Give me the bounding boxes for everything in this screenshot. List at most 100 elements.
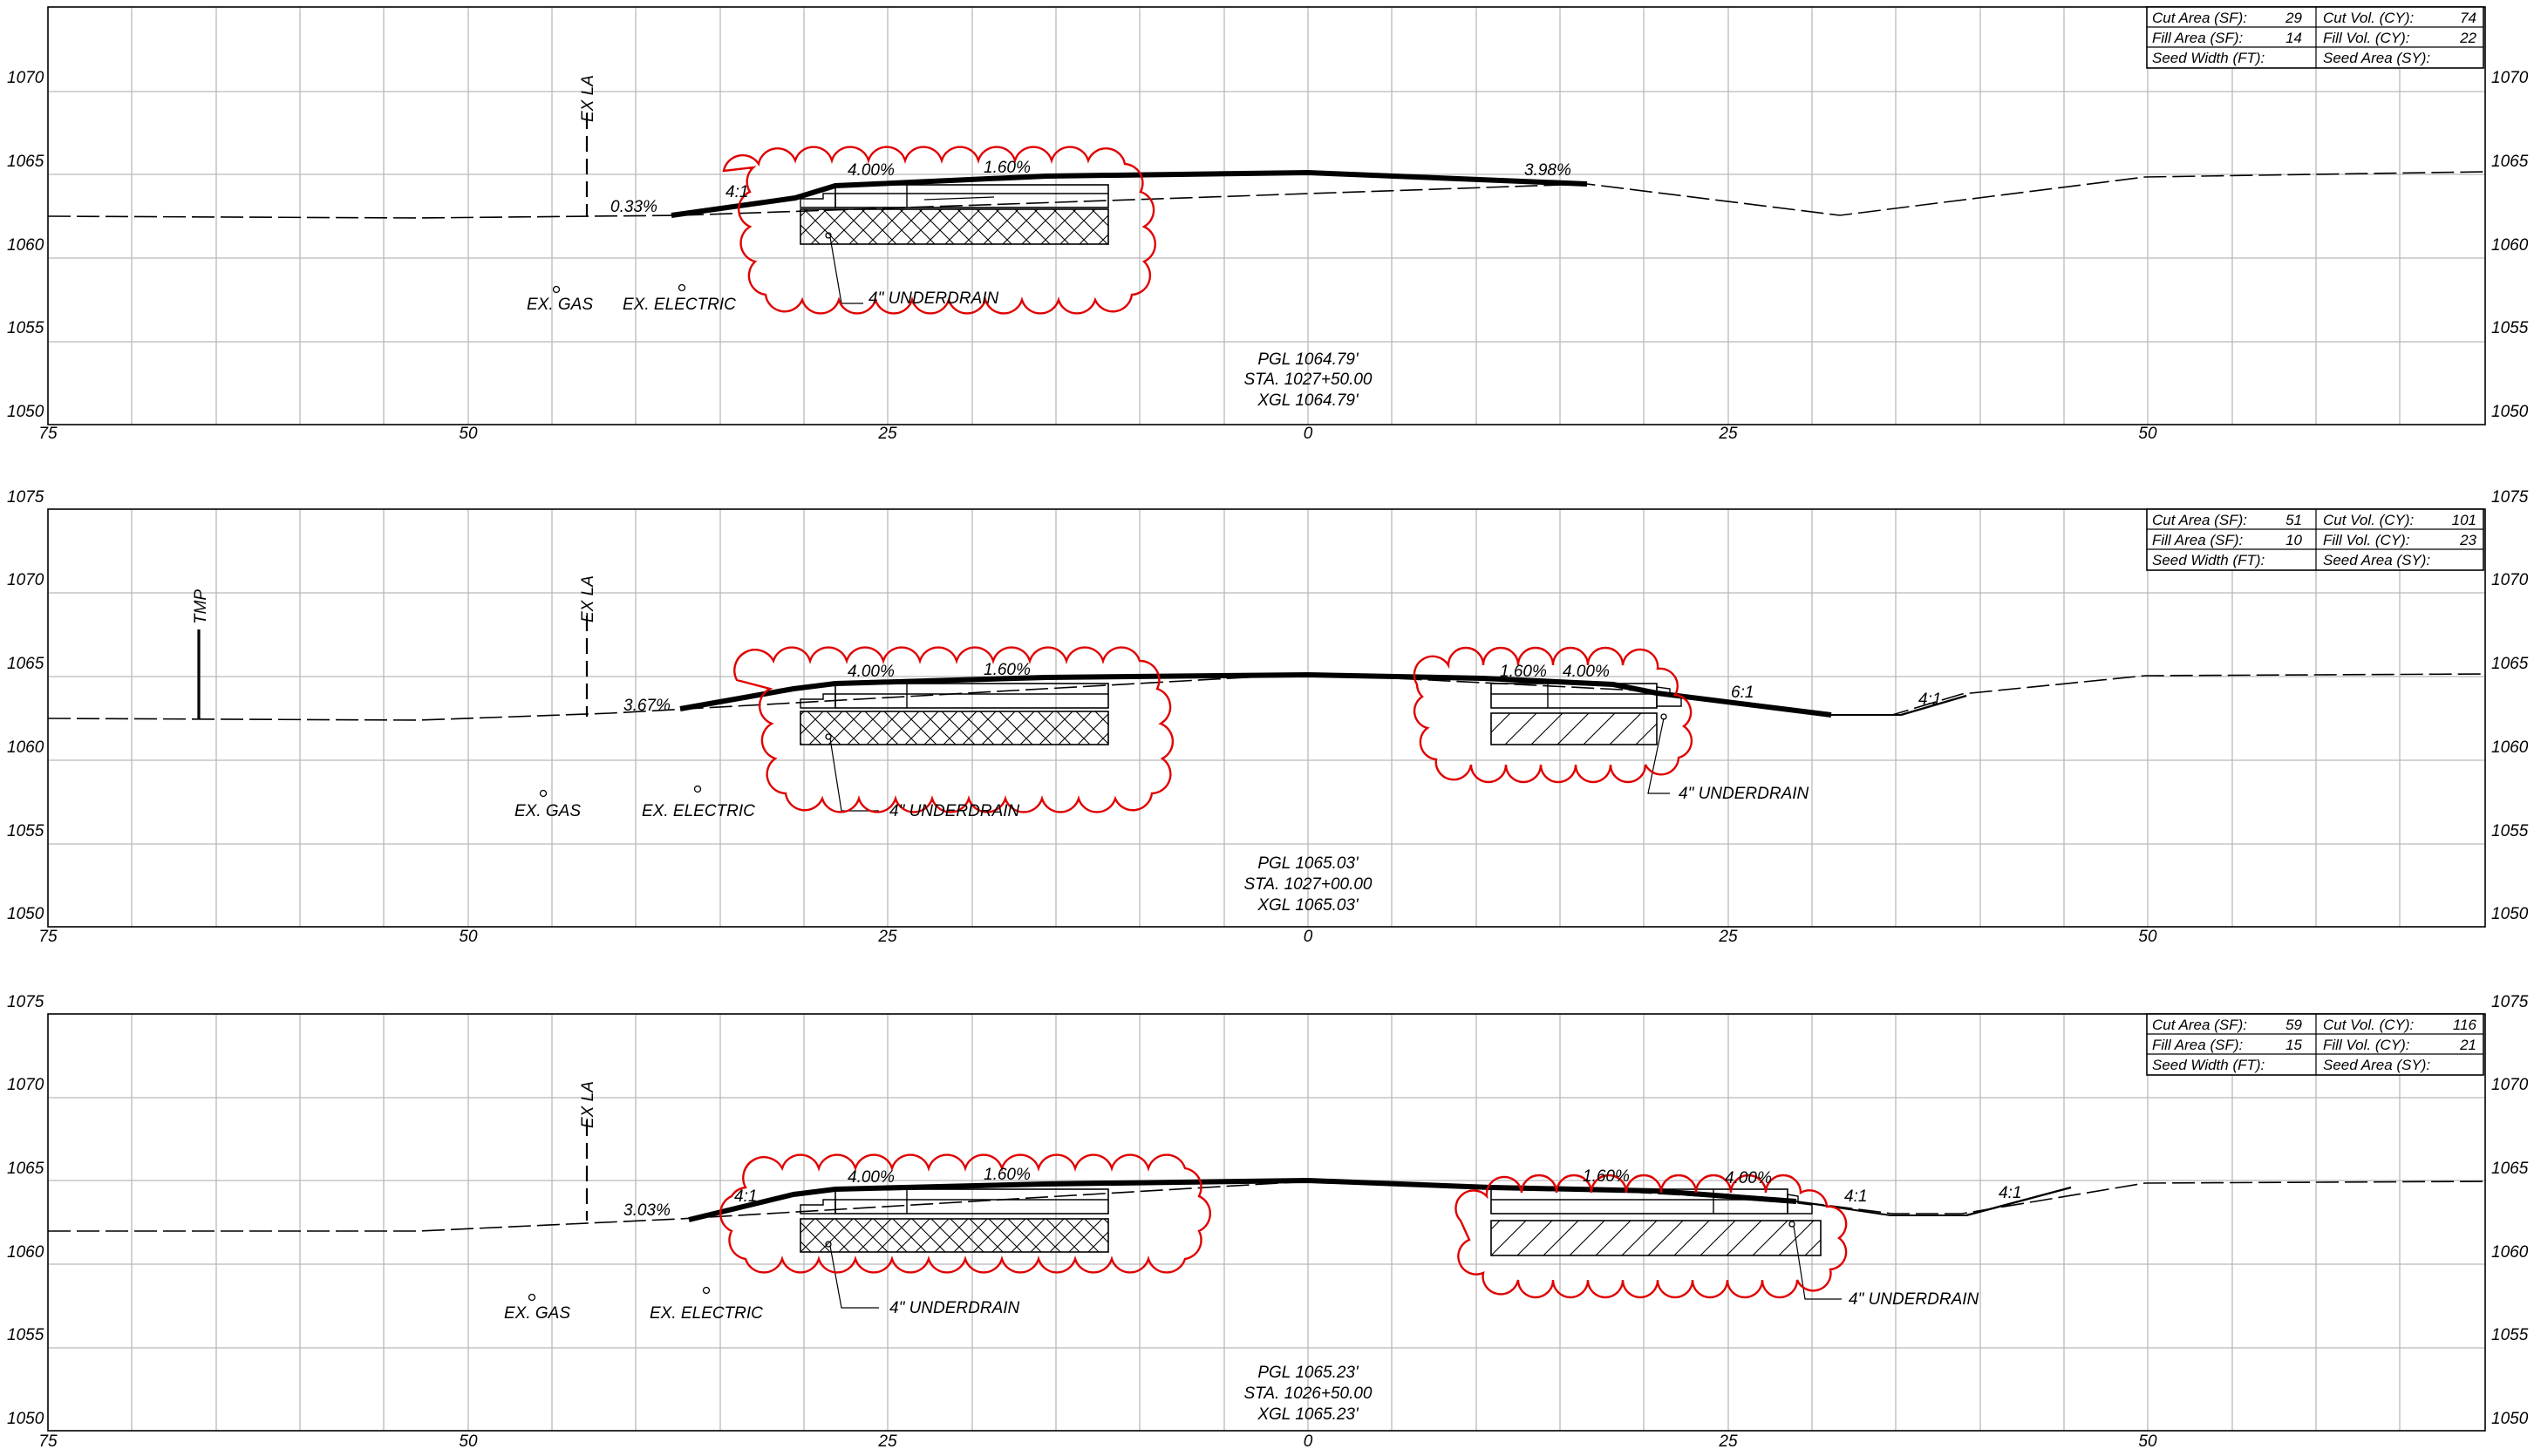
s3-elev-left-1075: 1075 (7, 993, 44, 1011)
s1-pgl: PGL 1064.79' (1257, 350, 1359, 369)
s1-qt-label-0-2: Cut Vol. (CY): (2323, 10, 2415, 26)
s3-side-slope: 4:1 (734, 1187, 757, 1206)
s3-underdrain-label-right: 4" UNDERDRAIN (1849, 1290, 1979, 1309)
s2-cross-slope-b: 1.60% (984, 661, 1031, 679)
s3-offset-0: 0 (1304, 1432, 1313, 1451)
s2-revision-cloud-left (733, 646, 1175, 813)
s1-gas-marker (552, 285, 561, 294)
s3-electric-marker (702, 1286, 711, 1295)
s2-offset-50-left: 50 (459, 928, 478, 946)
s2-underdrain-label-left: 4" UNDERDRAIN (889, 802, 1020, 820)
s3-qt-label-2-2: Seed Area (SY): (2323, 1057, 2430, 1073)
s2-right-slope-b (1900, 694, 1967, 717)
section-2-frame (47, 508, 2486, 928)
s1-elev-left-1070: 1070 (7, 69, 44, 87)
s2-underdrain-label-right: 4" UNDERDRAIN (1679, 785, 1809, 803)
s2-ex-electric-label: EX. ELECTRIC (642, 802, 755, 820)
s1-existing-ground (47, 171, 2486, 219)
s3-side-slope-r2: 4:1 (1999, 1184, 2021, 1202)
s2-elev-right-1050: 1050 (2491, 905, 2529, 923)
s2-station: STA. 1027+00.00 (1243, 875, 1372, 894)
s2-underdrain-leader-left (829, 738, 879, 812)
s2-offset-50-right: 50 (2138, 928, 2157, 946)
s3-elev-left-1070: 1070 (7, 1076, 44, 1094)
s3-existing-ground (48, 1180, 2486, 1232)
s2-qt-value-1-3: 23 (2459, 532, 2476, 548)
s1-qt-label-1-0: Fill Area (SF): (2152, 30, 2243, 46)
s1-elev-left-1065: 1065 (7, 153, 44, 171)
s2-existing-ground (47, 673, 2486, 721)
section-1: 1070 1065 1060 1055 1050 1070 1065 1060 … (7, 6, 2529, 443)
s3-elev-left-1055: 1055 (7, 1326, 44, 1344)
s1-underdrain-leader (829, 236, 863, 304)
s2-slope-left: 3.67% (623, 697, 671, 715)
s1-elev-right-1070: 1070 (2491, 69, 2529, 87)
s1-slope-left: 0.33% (610, 198, 657, 216)
s2-qt-value-1-1: 10 (2285, 532, 2302, 548)
s1-station: STA. 1027+50.00 (1243, 371, 1372, 389)
s3-elev-right-1055: 1055 (2491, 1326, 2529, 1344)
s3-pavement-section-left (800, 1188, 1109, 1253)
s1-revision-cloud (722, 146, 1156, 315)
s1-qt-label-2-2: Seed Area (SY): (2323, 50, 2430, 66)
s3-xgl: XGL 1065.23' (1257, 1405, 1359, 1424)
s3-qt-value-1-3: 21 (2459, 1037, 2476, 1053)
s3-station: STA. 1026+50.00 (1243, 1385, 1372, 1403)
s3-revision-cloud-left (719, 1153, 1211, 1274)
s2-pavement-section-right (1490, 683, 1682, 745)
s3-qt-label-2-0: Seed Width (FT): (2152, 1057, 2265, 1073)
s1-ex-gas-label: EX. GAS (527, 296, 593, 314)
s3-qt-value-1-1: 15 (2285, 1037, 2302, 1053)
s1-xgl: XGL 1064.79' (1257, 391, 1359, 410)
s2-pavement-section-left (800, 683, 1109, 745)
s1-cross-slope-b: 1.60% (984, 159, 1031, 177)
s3-elev-right-1070: 1070 (2491, 1076, 2529, 1094)
s1-offset-25-right: 25 (1718, 425, 1738, 443)
s2-offset-25-left: 25 (877, 928, 897, 946)
s2-qt-label-2-2: Seed Area (SY): (2323, 552, 2430, 568)
s3-pgl: PGL 1065.23' (1257, 1364, 1359, 1382)
section-3-frame (47, 1013, 2486, 1432)
s2-cross-slope-d: 4.00% (1563, 663, 1610, 681)
s3-ex-gas-label: EX. GAS (504, 1304, 570, 1323)
s1-side-slope: 4:1 (725, 183, 748, 201)
s3-offset-50-left: 50 (459, 1432, 478, 1451)
s3-underdrain-leader-left (829, 1245, 879, 1309)
s3-quantities-table: Cut Area (SF): 59 Cut Vol. (CY): 116 Fil… (2146, 1013, 2484, 1076)
s3-right-slope-a (1795, 1201, 1891, 1216)
s2-proposed-surface (679, 671, 1832, 718)
s2-qt-value-0-3: 101 (2452, 512, 2476, 528)
s2-elev-right-1075: 1075 (2491, 488, 2529, 507)
s2-electric-marker (693, 785, 702, 793)
section-2: 1075 1070 1065 1060 1055 1050 1075 1070 … (7, 488, 2529, 946)
s1-elev-right-1060: 1060 (2491, 236, 2529, 255)
s2-elev-left-1070: 1070 (7, 571, 44, 589)
s1-qt-value-0-3: 74 (2460, 10, 2476, 26)
s2-elev-left-1055: 1055 (7, 822, 44, 840)
s1-offset-50-left: 50 (459, 425, 478, 443)
s2-qt-label-0-0: Cut Area (SF): (2152, 512, 2247, 528)
s2-offset-0: 0 (1304, 928, 1313, 946)
s3-offset-50-right: 50 (2138, 1432, 2157, 1451)
s1-qt-value-1-1: 14 (2285, 30, 2302, 46)
s3-elev-left-1065: 1065 (7, 1160, 44, 1178)
s3-elev-right-1050: 1050 (2491, 1410, 2529, 1428)
s3-elev-right-1060: 1060 (2491, 1243, 2529, 1262)
s3-ex-la-label: EX LA (579, 1081, 597, 1128)
s2-pgl: PGL 1065.03' (1257, 854, 1359, 873)
s1-proposed-surface (671, 169, 1588, 218)
s2-elev-left-1060: 1060 (7, 738, 44, 757)
s3-elev-right-1075: 1075 (2491, 993, 2529, 1011)
s1-offset-0: 0 (1304, 425, 1313, 443)
s2-cross-slope-a: 4.00% (848, 663, 895, 681)
s2-quantities-table: Cut Area (SF): 51 Cut Vol. (CY): 101 Fil… (2146, 508, 2484, 571)
s3-underdrain-label-left: 4" UNDERDRAIN (889, 1299, 1020, 1317)
s2-gas-marker (539, 789, 548, 798)
s2-elev-right-1055: 1055 (2491, 822, 2529, 840)
s3-ex-electric-label: EX. ELECTRIC (650, 1304, 763, 1323)
s3-offset-25-left: 25 (877, 1432, 897, 1451)
s3-proposed-surface (688, 1177, 1797, 1222)
s3-qt-label-1-2: Fill Vol. (CY): (2323, 1037, 2410, 1053)
s1-underdrain-label: 4" UNDERDRAIN (869, 289, 999, 308)
